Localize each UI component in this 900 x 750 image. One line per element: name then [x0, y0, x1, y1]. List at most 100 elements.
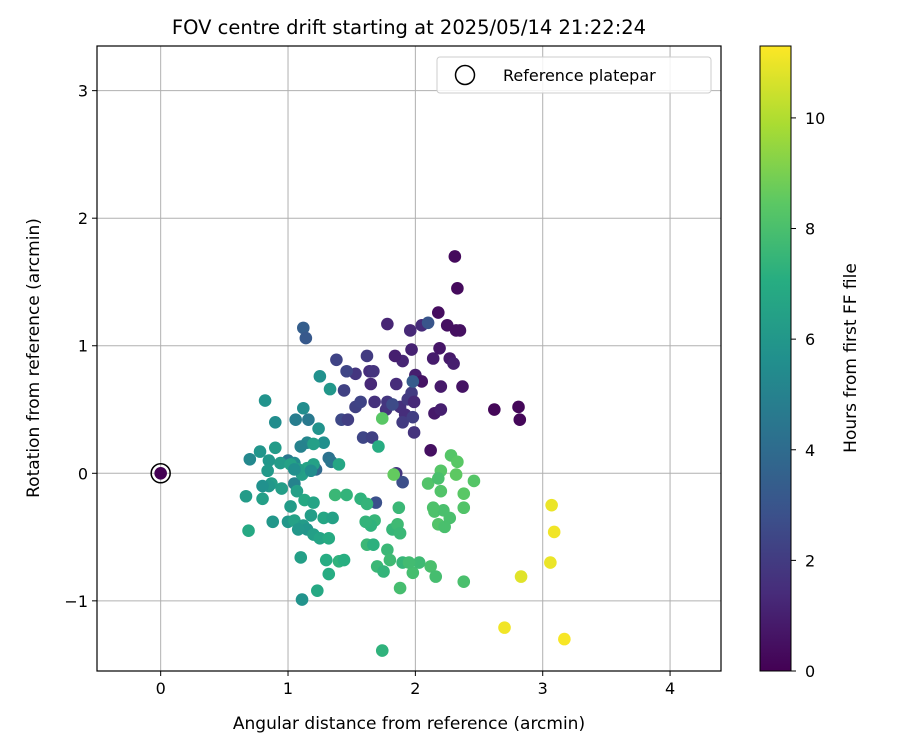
- data-point: [311, 584, 324, 597]
- data-point: [365, 431, 379, 444]
- data-point: [426, 352, 440, 365]
- data-point: [242, 524, 255, 537]
- y-axis-label: Rotation from reference (arcmin): [24, 218, 44, 498]
- data-point: [326, 511, 339, 525]
- data-point: [498, 621, 511, 634]
- data-point: [322, 567, 336, 581]
- data-point: [256, 479, 269, 493]
- data-point: [393, 581, 407, 595]
- data-point: [368, 395, 381, 409]
- data-point: [256, 492, 269, 506]
- data-point: [337, 553, 351, 567]
- colorbar-tick-label: 6: [805, 330, 815, 349]
- data-point: [268, 415, 282, 429]
- data-point: [544, 556, 557, 569]
- data-point: [457, 501, 471, 515]
- data-point: [261, 464, 274, 478]
- data-point: [424, 444, 437, 457]
- data-point: [387, 468, 401, 481]
- data-point: [513, 413, 527, 427]
- colorbar-tick-label: 4: [805, 441, 815, 460]
- x-axis-label: Angular distance from reference (arcmin): [233, 714, 585, 734]
- y-tick-label: −1: [64, 592, 88, 611]
- data-point: [393, 526, 407, 540]
- data-point: [405, 343, 418, 356]
- data-point: [453, 324, 467, 337]
- data-point: [312, 422, 325, 435]
- data-point: [449, 468, 463, 481]
- data-point: [381, 317, 394, 331]
- y-tick-label: 0: [78, 464, 88, 483]
- data-point: [457, 575, 471, 589]
- data-point: [375, 644, 389, 657]
- data-point: [375, 412, 389, 425]
- data-point: [448, 250, 462, 263]
- data-point: [547, 525, 561, 539]
- scatter-points: [239, 250, 571, 657]
- data-point: [364, 377, 378, 391]
- data-point: [304, 464, 318, 478]
- data-point: [307, 496, 320, 509]
- data-point: [403, 324, 417, 337]
- data-point: [317, 511, 330, 525]
- data-point: [396, 415, 409, 429]
- data-point: [512, 400, 525, 414]
- data-point: [340, 488, 353, 502]
- data-point: [275, 482, 288, 495]
- data-point: [381, 543, 394, 557]
- colorbar-tick-label: 0: [805, 662, 815, 681]
- data-point: [488, 403, 501, 416]
- x-tick-label: 3: [538, 679, 548, 698]
- data-point: [433, 341, 446, 355]
- data-point: [354, 395, 367, 409]
- legend-box: [436, 56, 712, 94]
- data-point: [434, 380, 448, 393]
- data-point: [330, 353, 343, 367]
- data-point: [407, 426, 421, 439]
- data-point: [396, 475, 409, 489]
- data-point: [262, 454, 276, 467]
- x-axis-ticks: 0 1 2 3 4: [156, 671, 675, 698]
- data-point: [372, 440, 385, 453]
- data-point: [337, 384, 351, 397]
- chart-title: FOV centre drift starting at 2025/05/14 …: [172, 16, 646, 39]
- data-point: [274, 456, 287, 470]
- data-point: [545, 498, 558, 512]
- x-tick-label: 1: [283, 679, 293, 698]
- data-point: [299, 331, 313, 345]
- data-point: [304, 509, 318, 522]
- data-point: [451, 282, 464, 295]
- plot-frame: [96, 45, 722, 672]
- data-point: [341, 413, 355, 427]
- data-point: [429, 570, 443, 583]
- colorbar-tick-label: 8: [805, 220, 815, 239]
- data-point: [328, 488, 342, 502]
- data-point: [317, 436, 330, 449]
- data-point: [386, 398, 399, 411]
- data-point: [431, 306, 445, 319]
- y-tick-label: 1: [78, 337, 88, 356]
- data-point: [447, 357, 460, 370]
- data-point: [383, 553, 397, 567]
- data-point: [313, 532, 327, 545]
- data-point: [290, 484, 304, 498]
- data-point: [407, 395, 421, 409]
- data-point: [332, 458, 346, 471]
- data-point: [302, 413, 315, 427]
- data-point: [392, 501, 406, 515]
- data-point: [288, 463, 301, 476]
- y-axis-ticks: −1 0 1 2 3: [64, 82, 97, 611]
- data-point: [294, 440, 308, 453]
- reference-point-ring: [150, 463, 171, 484]
- y-tick-label: 3: [78, 82, 88, 101]
- data-point: [424, 560, 437, 573]
- data-point: [377, 565, 390, 578]
- data-point: [340, 364, 353, 378]
- data-point: [297, 321, 310, 335]
- data-point: [323, 382, 337, 396]
- data-point: [388, 349, 402, 363]
- data-point: [451, 455, 464, 469]
- legend-entry-label: Reference platepar: [503, 66, 656, 85]
- data-point: [415, 375, 429, 388]
